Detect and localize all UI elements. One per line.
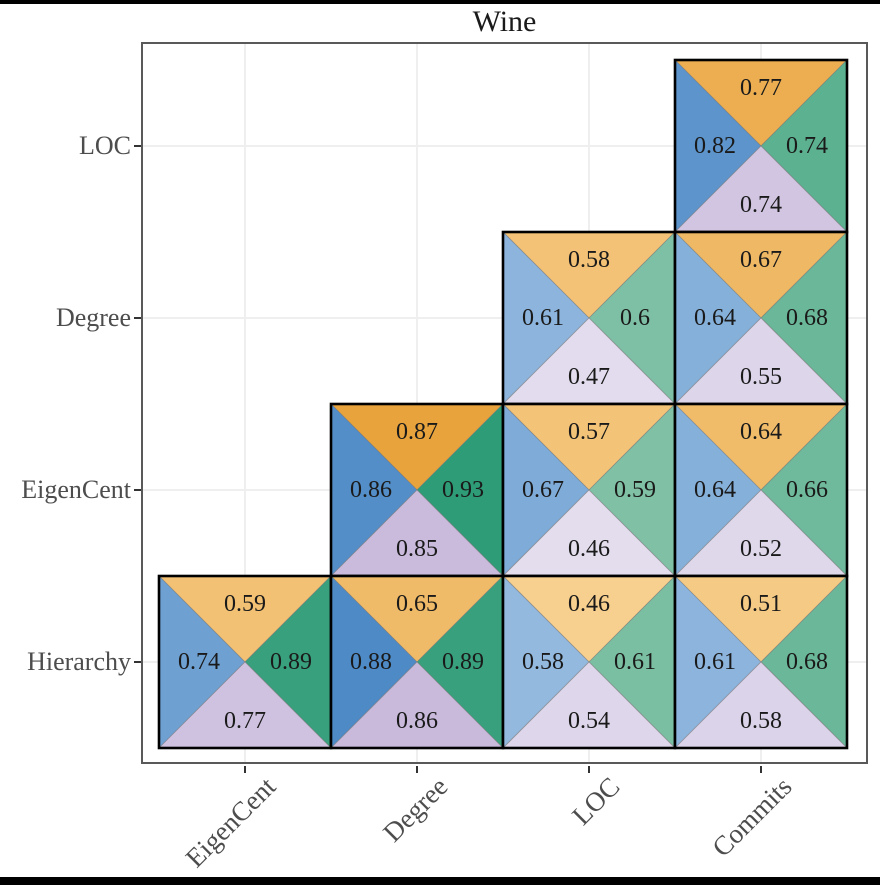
y-tick-EigenCent — [134, 489, 141, 491]
value-top: 0.65 — [396, 591, 438, 617]
y-tick-Degree — [134, 317, 141, 319]
x-axis-label-Commits: Commits — [706, 771, 798, 863]
value-left: 0.88 — [350, 649, 392, 675]
value-right: 0.89 — [442, 649, 484, 675]
value-left: 0.61 — [694, 649, 736, 675]
value-bottom: 0.85 — [396, 536, 438, 562]
value-right: 0.68 — [786, 305, 828, 331]
plot-panel: 0.77 0.82 0.74 0.74 0.58 0.61 0.6 0.47 0.67 0.64 0… — [141, 42, 868, 764]
value-left: 0.64 — [694, 305, 736, 331]
y-axis-label-Degree: Degree — [55, 303, 131, 332]
y-axis-label-Hierarchy: Hierarchy — [27, 647, 131, 676]
value-left: 0.74 — [178, 649, 220, 675]
value-right: 0.74 — [786, 133, 828, 159]
bottom-black-bar — [0, 877, 880, 885]
value-bottom: 0.47 — [568, 364, 610, 390]
x-axis-label-LOC: LOC — [566, 771, 626, 831]
value-left: 0.86 — [350, 477, 392, 503]
value-left: 0.58 — [522, 649, 564, 675]
value-bottom: 0.52 — [740, 536, 782, 562]
value-top: 0.64 — [740, 419, 782, 445]
y-tick-LOC — [134, 145, 141, 147]
cell-Degree-LOC: 0.58 0.61 0.6 0.47 — [501, 230, 677, 406]
value-left: 0.64 — [694, 477, 736, 503]
value-bottom: 0.86 — [396, 708, 438, 734]
cell-Hierarchy-EigenCent: 0.59 0.74 0.89 0.77 — [157, 574, 333, 750]
x-axis-label-EigenCent: EigenCent — [179, 771, 282, 874]
cell-EigenCent-LOC: 0.57 0.67 0.59 0.46 — [501, 402, 677, 578]
value-left: 0.61 — [522, 305, 564, 331]
value-bottom: 0.54 — [568, 708, 610, 734]
cell-EigenCent-Degree: 0.87 0.86 0.93 0.85 — [329, 402, 505, 578]
value-right: 0.61 — [614, 649, 656, 675]
value-top: 0.77 — [740, 75, 782, 101]
value-bottom: 0.77 — [224, 708, 266, 734]
chart-title: Wine — [472, 5, 537, 38]
value-top: 0.51 — [740, 591, 782, 617]
value-bottom: 0.46 — [568, 536, 610, 562]
cell-Degree-Commits: 0.67 0.64 0.68 0.55 — [673, 230, 849, 406]
y-axis-label-LOC: LOC — [79, 131, 131, 160]
value-top: 0.58 — [568, 247, 610, 273]
value-top: 0.57 — [568, 419, 610, 445]
triangle-matrix: 0.770.82 0.740.740.580.61 0.60.470.670.64 0… — [143, 44, 866, 762]
cell-Hierarchy-LOC: 0.46 0.58 0.61 0.54 — [501, 574, 677, 750]
value-left: 0.67 — [522, 477, 564, 503]
value-right: 0.6 — [620, 305, 650, 331]
cell-EigenCent-Commits: 0.64 0.64 0.66 0.52 — [673, 402, 849, 578]
value-bottom: 0.74 — [740, 192, 782, 218]
value-top: 0.46 — [568, 591, 610, 617]
x-tick-Degree — [416, 766, 418, 773]
y-axis-label-EigenCent: EigenCent — [21, 475, 131, 504]
x-tick-LOC — [588, 766, 590, 773]
x-tick-Commits — [760, 766, 762, 773]
value-top: 0.87 — [396, 419, 438, 445]
cell-LOC-Commits: 0.77 0.82 0.74 0.74 — [673, 58, 849, 234]
x-axis-label-Degree: Degree — [377, 771, 454, 848]
cell-Hierarchy-Commits: 0.51 0.61 0.68 0.58 — [673, 574, 849, 750]
value-right: 0.93 — [442, 477, 484, 503]
y-tick-Hierarchy — [134, 661, 141, 663]
cell-Hierarchy-Degree: 0.65 0.88 0.89 0.86 — [329, 574, 505, 750]
value-top: 0.59 — [224, 591, 266, 617]
value-right: 0.66 — [786, 477, 828, 503]
value-left: 0.82 — [694, 133, 736, 159]
cell-border — [673, 574, 849, 750]
value-bottom: 0.58 — [740, 708, 782, 734]
value-right: 0.59 — [614, 477, 656, 503]
value-bottom: 0.55 — [740, 364, 782, 390]
value-top: 0.67 — [740, 247, 782, 273]
x-tick-EigenCent — [244, 766, 246, 773]
value-right: 0.89 — [270, 649, 312, 675]
value-right: 0.68 — [786, 649, 828, 675]
top-black-bar — [0, 0, 880, 4]
